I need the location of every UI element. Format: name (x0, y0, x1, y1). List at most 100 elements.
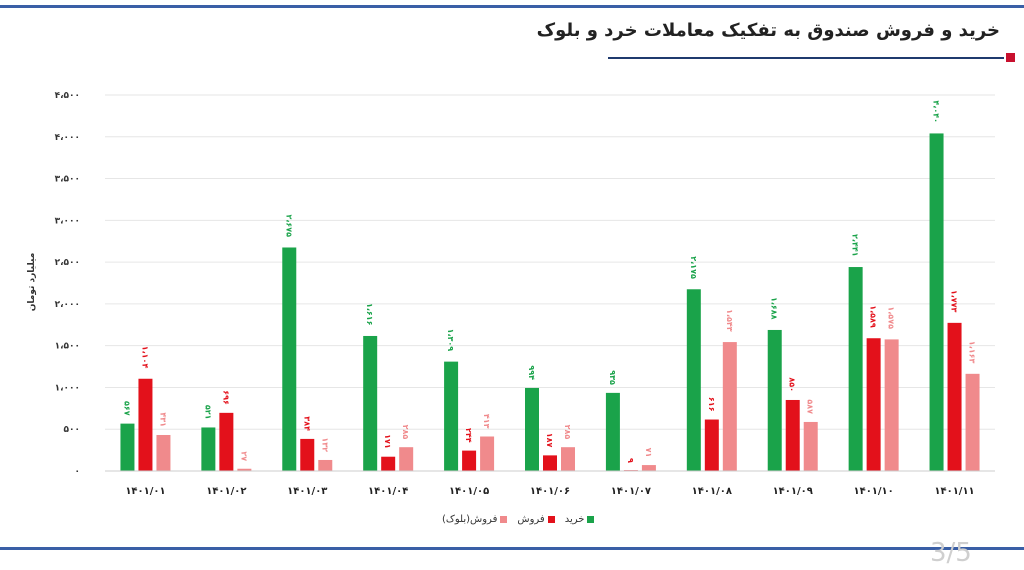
data-label: ۱۳۲ (320, 437, 329, 452)
bar-sell (381, 456, 396, 471)
data-label: ۲،۶۷۵ (284, 214, 293, 237)
data-label: ۹۹۴ (527, 365, 536, 380)
x-tick-label: ۱۴۰۱/۰۹ (773, 486, 813, 497)
y-tick-label: ۴،۰۰۰ (55, 133, 80, 143)
y-tick-label: ۱،۰۰۰ (55, 383, 80, 393)
top-border (0, 5, 1024, 8)
chart-title: خرید و فروش صندوق به تفکیک معاملات خرد و… (536, 20, 1000, 41)
legend-swatch-buy (587, 516, 595, 523)
y-tick-label: ۲،۵۰۰ (55, 258, 80, 268)
y-tick-label: ۵۰۰ (64, 425, 80, 435)
bar-sell (462, 450, 477, 471)
bar-buy (605, 392, 620, 471)
x-tick-label: ۱۴۰۱/۱۱ (934, 486, 974, 497)
bar-sell (138, 378, 153, 471)
legend-item-buy: خرید (565, 514, 595, 525)
bar-buy (525, 387, 539, 471)
x-tick-label: ۱۴۰۱/۰۸ (692, 486, 732, 497)
data-label: ۲۷ (239, 451, 248, 461)
data-label: ۵۸۷ (806, 399, 815, 414)
bar-sell (785, 399, 800, 471)
x-tick-label: ۱۴۰۱/۱۰ (853, 486, 893, 497)
x-tick-label: ۱۴۰۱/۰۲ (206, 486, 246, 497)
data-label: ۱،۶۸۸ (770, 297, 779, 320)
x-tick-label: ۱۴۰۱/۰۶ (530, 486, 570, 497)
data-label: ۱،۵۸۹ (869, 305, 878, 328)
data-label: ۶۹۶ (221, 390, 230, 405)
bar-sell-block (399, 447, 414, 471)
data-label: ۳۸۴ (302, 416, 311, 431)
data-label: ۱،۱۶۳ (968, 341, 977, 364)
bar-sell-block (156, 434, 171, 471)
bar-buy (201, 427, 216, 471)
legend-swatch-sell-block (500, 516, 508, 523)
bar-sell (947, 322, 962, 471)
bar-sell-block (884, 339, 899, 471)
x-tick-label: ۱۴۰۱/۰۳ (287, 486, 327, 497)
y-tick-label: ۴،۵۰۰ (55, 91, 80, 101)
data-label: ۱۷۱ (383, 434, 392, 449)
data-label: ۱،۷۷۳ (950, 290, 959, 313)
data-label: ۷۱ (644, 448, 653, 458)
bar-sell (704, 419, 719, 471)
data-label: ۲۸۵ (563, 425, 572, 440)
bar-sell (219, 412, 234, 471)
bottom-border (0, 547, 1024, 550)
bar-buy (282, 247, 297, 471)
y-tick-label: ۳،۰۰۰ (55, 216, 80, 226)
data-label: ۵۶۷ (122, 401, 131, 416)
data-label: ۴،۰۴۰ (932, 100, 941, 123)
bar-sell-block (318, 459, 333, 471)
bar-sell-block (722, 342, 737, 471)
legend-label-sell: فروش (517, 514, 545, 525)
y-tick-label: ۰ (75, 467, 81, 477)
data-label: ۵۲۱ (203, 405, 212, 420)
title-accent-square (1006, 53, 1015, 62)
data-label: ۲،۱۷۵ (689, 256, 698, 279)
bar-buy (767, 329, 782, 471)
x-tick-label: ۱۴۰۱/۰۷ (611, 486, 651, 497)
bar-sell-block (561, 447, 575, 471)
legend-item-sell-block: فروش(بلوک) (442, 514, 508, 525)
legend-item-sell: فروش (517, 514, 555, 525)
data-label: ۱،۵۷۵ (887, 306, 896, 329)
legend: خرید فروش فروش(بلوک) (442, 514, 595, 525)
data-label: ۴۱۳ (482, 414, 491, 429)
title-underline (608, 57, 1004, 59)
data-label: ۲۸۵ (401, 425, 410, 440)
bar-sell-block (641, 465, 656, 471)
bar-buy (929, 133, 944, 472)
y-tick-label: ۱،۵۰۰ (55, 342, 80, 352)
bar-buy (120, 423, 135, 471)
data-label: ۱،۳۰۹ (446, 329, 455, 352)
data-label: ۱،۶۱۶ (365, 303, 374, 326)
bar-sell (300, 438, 315, 471)
y-axis-label: میلیارد تومان (27, 253, 37, 312)
page-indicator: 3/5 (930, 538, 972, 568)
bar-sell (866, 338, 881, 471)
bar-buy (686, 289, 701, 471)
bar-sell-block (965, 373, 980, 471)
bar-sell-block (803, 421, 818, 471)
bar-buy (363, 335, 378, 471)
data-label: ۲،۴۴۱ (851, 234, 860, 257)
bar-buy (444, 361, 459, 471)
bar-sell-block (480, 436, 495, 471)
data-label: ۹ (626, 458, 635, 463)
y-tick-label: ۲،۰۰۰ (55, 300, 80, 310)
x-tick-label: ۱۴۰۱/۰۴ (368, 486, 408, 497)
data-label: ۶۱۶ (707, 397, 716, 412)
y-tick-label: ۳،۵۰۰ (55, 175, 80, 185)
x-tick-label: ۱۴۰۱/۰۵ (449, 486, 489, 497)
bar-buy (848, 267, 863, 471)
legend-label-sell-block: فروش(بلوک) (442, 514, 498, 525)
legend-swatch-sell (547, 516, 555, 523)
x-tick-label: ۱۴۰۱/۰۱ (125, 486, 165, 497)
bar-sell (543, 455, 557, 471)
data-label: ۸۵۰ (788, 377, 797, 392)
data-label: ۹۳۵ (608, 370, 617, 385)
data-label: ۴۳۱ (158, 412, 167, 427)
legend-label-buy: خرید (564, 514, 585, 525)
data-label: ۱،۵۴۳ (725, 309, 734, 332)
